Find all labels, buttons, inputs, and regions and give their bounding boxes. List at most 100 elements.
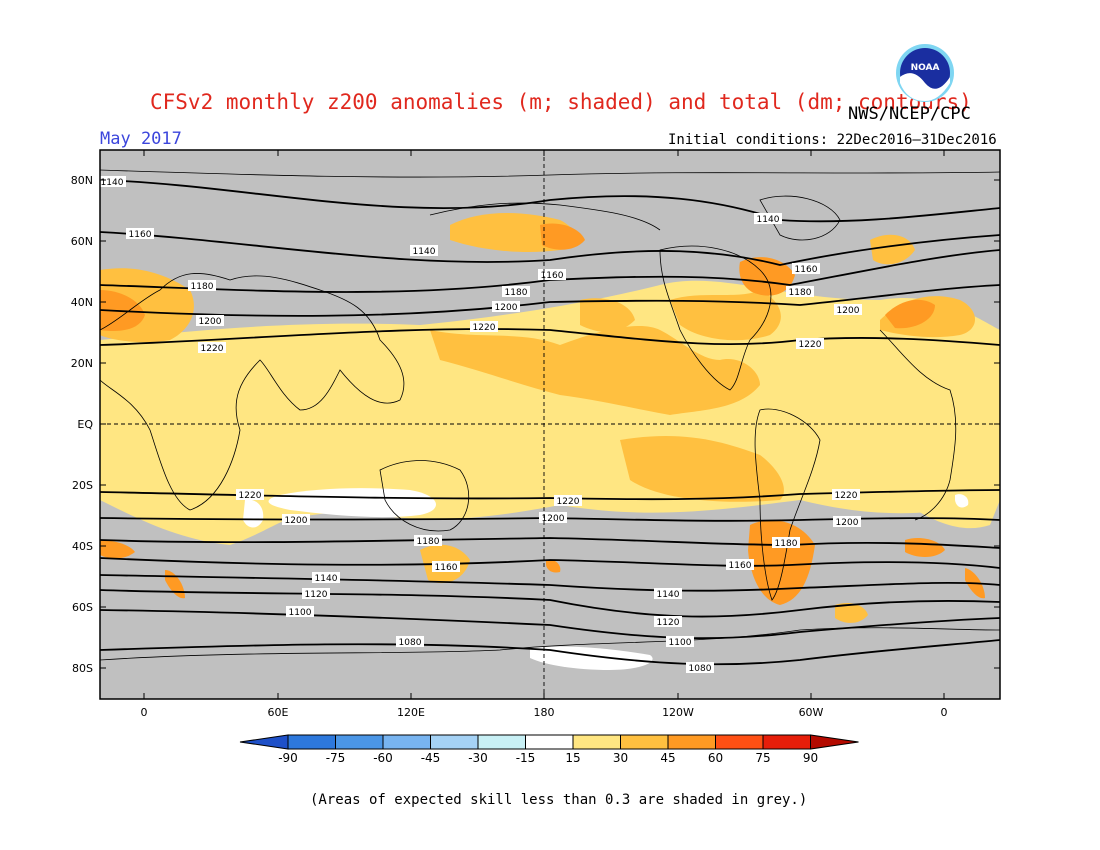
height-contours	[100, 179, 1000, 666]
lat-label: EQ	[77, 418, 93, 431]
contour-label: 1140	[413, 247, 436, 257]
canada-strong-anomaly	[739, 257, 795, 296]
colorbar-label: -75	[326, 751, 346, 765]
contour-label: 1220	[799, 340, 822, 350]
contour-1180-north	[100, 249, 1000, 293]
contour-label: 1220	[557, 497, 580, 507]
contour-1180-south	[100, 537, 1000, 549]
greenland-outline	[759, 195, 841, 241]
contour-labels: 1140 1140 1140 1160 1160 1160 1180 1180 1180 1200…	[98, 176, 862, 674]
colorbar-label: 60	[708, 751, 723, 765]
near-zero-region-1	[268, 488, 437, 518]
contour-label-bg	[686, 662, 714, 673]
contour-label-bg	[666, 636, 694, 647]
contour-label: 1180	[417, 537, 440, 547]
map-title: CFSv2 monthly z200 anomalies (m; shaded)…	[150, 90, 972, 114]
lat-label: 20S	[72, 479, 93, 492]
contour-label: 1120	[657, 618, 680, 628]
contour-label-bg	[312, 572, 340, 583]
colorbar-segment	[525, 734, 574, 750]
contour-label: 1220	[201, 344, 224, 354]
colorbar-segment	[287, 734, 336, 750]
contour-label: 1180	[505, 288, 528, 298]
africa-eurasia-outline	[100, 273, 405, 511]
contour-label-bg	[282, 514, 310, 525]
arctic-outline	[100, 169, 1000, 178]
contour-label-bg	[834, 304, 862, 315]
lat-label: 40N	[71, 296, 93, 309]
shading-layer	[100, 150, 1000, 699]
contour-label-bg	[98, 176, 126, 187]
south-pacific-anomaly	[620, 435, 784, 502]
forecast-month: May 2017	[100, 129, 182, 149]
north-pacific-anomaly-1	[580, 298, 635, 332]
contour-label-bg	[832, 489, 860, 500]
contour-label: 1080	[689, 664, 712, 674]
contour-1140-south	[100, 574, 1000, 592]
contour-1200-south	[100, 517, 1000, 522]
lat-label: 20N	[71, 357, 93, 370]
contour-label: 1160	[435, 563, 458, 573]
colorbar-label: -45	[421, 751, 441, 765]
contour-label-bg	[492, 301, 520, 312]
colorbar-label: 30	[613, 751, 628, 765]
south-atlantic-west-strong	[100, 540, 135, 559]
atlantic-strong-anomaly	[885, 299, 935, 329]
contour-label: 1140	[101, 178, 124, 188]
contour-label-bg	[396, 636, 424, 647]
positive-anomaly-band	[100, 280, 1000, 520]
central-pacific-anomaly	[430, 325, 760, 415]
africa-east-outline	[879, 329, 957, 521]
lat-label: 80N	[71, 174, 93, 187]
lon-label: 60W	[799, 706, 824, 719]
south-atlantic-anomaly	[835, 603, 868, 623]
colorbar-arrow-right	[810, 734, 859, 750]
contour-label-bg	[772, 537, 800, 548]
colorbar-label: -30	[468, 751, 488, 765]
lat-label: 80S	[72, 662, 93, 675]
contour-label-bg	[302, 588, 330, 599]
contour-label: 1200	[285, 516, 308, 526]
contour-1160-north	[100, 231, 1000, 266]
noaa-logo-icon: NOAA	[896, 44, 954, 102]
near-zero-region-3	[955, 494, 969, 508]
lon-label: 180	[534, 706, 555, 719]
colorbar-label: 15	[565, 751, 580, 765]
contour-label: 1200	[542, 514, 565, 524]
south-america-outline	[754, 408, 821, 601]
contour-label-bg	[410, 245, 438, 256]
contour-label-bg	[286, 606, 314, 617]
contour-label: 1100	[289, 608, 312, 618]
contour-label-bg	[198, 342, 226, 353]
colorbar-label: 75	[755, 751, 770, 765]
contour-label-bg	[792, 263, 820, 274]
contour-label: 1200	[837, 306, 860, 316]
colorbar-segment	[382, 734, 431, 750]
contour-label: 1100	[669, 638, 692, 648]
lat-label: 60S	[72, 601, 93, 614]
siberia-strong-anomaly	[540, 223, 585, 250]
initial-conditions: Initial conditions: 22Dec2016–31Dec2016	[668, 132, 997, 148]
colorbar-label: -60	[373, 751, 393, 765]
contour-label-bg	[754, 213, 782, 224]
contour-label-bg	[833, 516, 861, 527]
contour-label: 1180	[191, 282, 214, 292]
skill-footnote: (Areas of expected skill less than 0.3 a…	[310, 792, 808, 808]
colorbar: -90 -75 -60 -45 -30 -15 15 30 45 60 75 90	[239, 734, 859, 765]
contour-label: 1160	[129, 230, 152, 240]
lon-label: 120W	[662, 706, 694, 719]
contour-label: 1160	[541, 271, 564, 281]
contour-1080-south	[100, 639, 1000, 666]
longitude-axis: 0 60E 120E 180 120W 60W 0	[141, 150, 948, 719]
contour-label-bg	[188, 280, 216, 291]
contour-label-bg	[126, 228, 154, 239]
contour-label: 1200	[495, 303, 518, 313]
contour-label-bg	[726, 559, 754, 570]
colorbar-segment	[430, 734, 479, 750]
antarctica-outline	[100, 627, 1000, 661]
contour-label-bg	[554, 495, 582, 506]
contour-label: 1220	[239, 491, 262, 501]
contour-label-bg	[502, 286, 530, 297]
contour-label: 1080	[399, 638, 422, 648]
contour-1220-north	[100, 328, 1000, 346]
